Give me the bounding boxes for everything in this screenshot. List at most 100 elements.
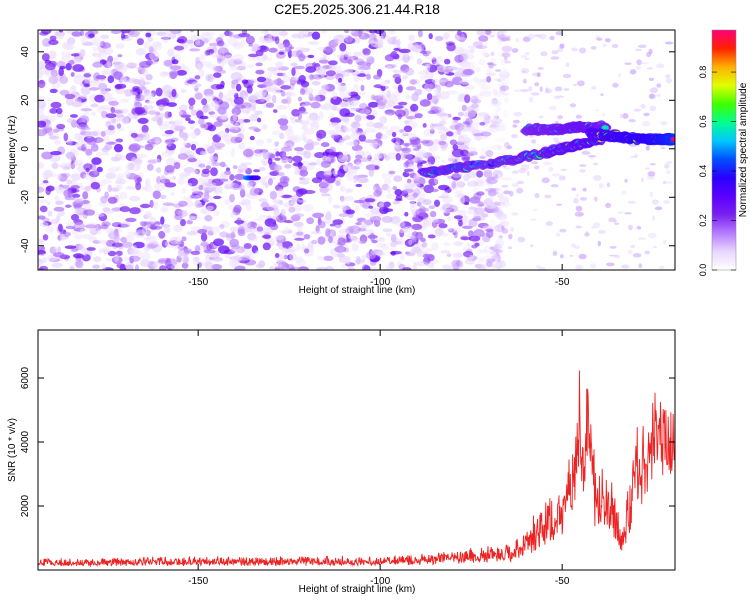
heatmap-cell xyxy=(69,85,77,95)
heatmap-cell xyxy=(502,92,510,96)
heatmap-cell xyxy=(56,172,62,180)
heatmap-cell xyxy=(371,110,378,117)
heatmap-cell xyxy=(370,41,383,48)
heatmap-cell xyxy=(139,259,151,268)
heatmap-cell xyxy=(227,36,238,46)
heatmap-cell xyxy=(307,241,314,249)
heatmap-cell xyxy=(346,188,353,192)
heatmap-cell xyxy=(390,251,397,256)
heatmap-cell xyxy=(155,167,162,174)
heatmap-cell xyxy=(595,109,599,112)
heatmap-cell xyxy=(360,84,365,92)
heatmap-cell xyxy=(84,78,93,84)
heatmap-cell xyxy=(606,182,610,188)
heatmap-cell xyxy=(459,53,469,61)
heatmap-cell xyxy=(224,253,231,259)
heatmap-cell xyxy=(113,71,123,80)
heatmap-cell xyxy=(479,155,486,159)
heatmap-cell xyxy=(125,234,135,242)
heatmap-cell xyxy=(598,229,606,234)
heatmap-cell xyxy=(459,79,471,85)
heatmap-cell xyxy=(329,223,336,227)
heatmap-cell xyxy=(219,224,225,229)
heatmap-cell xyxy=(282,152,287,160)
heatmap-cell xyxy=(294,213,305,218)
heatmap-cell xyxy=(279,175,290,184)
heatmap-cell xyxy=(417,30,423,38)
heatmap-cell xyxy=(355,204,360,213)
heatmap-cell xyxy=(100,130,106,137)
heatmap-cell xyxy=(215,54,223,59)
heatmap-cell xyxy=(498,235,504,239)
heatmap-cell xyxy=(183,248,192,253)
heatmap-cell xyxy=(624,178,628,183)
heatmap-cell xyxy=(213,195,222,200)
heatmap-cell xyxy=(65,96,74,106)
heatmap-cell xyxy=(121,116,129,125)
heatmap-cell xyxy=(411,223,423,230)
heatmap-cell xyxy=(421,241,428,248)
heatmap-cell xyxy=(627,200,636,204)
heatmap-cell xyxy=(200,232,208,242)
heatmap-cell xyxy=(68,59,75,65)
heatmap-cell xyxy=(228,66,241,71)
heatmap-cell xyxy=(127,77,138,84)
heatmap-cell xyxy=(636,59,642,66)
heatmap-cell xyxy=(350,121,361,129)
heatmap-cell xyxy=(414,110,419,115)
heatmap-cell xyxy=(228,31,234,38)
heatmap-cell xyxy=(91,36,101,45)
heatmap-cell xyxy=(45,186,51,196)
heatmap-cell xyxy=(552,250,558,256)
heatmap-cell xyxy=(280,208,286,217)
heatmap-cell xyxy=(229,174,235,181)
heatmap-cell xyxy=(41,171,53,179)
heatmap-cell xyxy=(293,221,304,227)
heatmap-cell xyxy=(330,117,342,124)
heatmap-cell xyxy=(339,89,351,98)
heatmap-cell xyxy=(53,206,65,212)
heatmap-cell xyxy=(549,106,557,111)
heatmap-cell xyxy=(207,124,217,132)
heatmap-cell xyxy=(500,37,510,42)
heatmap-cell xyxy=(276,260,286,265)
colorbar-tick-label: 0.4 xyxy=(698,165,708,178)
heatmap-cell xyxy=(101,263,106,270)
heatmap-cell xyxy=(39,205,48,213)
heatmap-cell xyxy=(229,193,235,203)
heatmap-cell xyxy=(92,52,102,58)
heatmap-cell xyxy=(230,136,240,144)
heatmap-cell xyxy=(472,187,479,193)
heatmap-cell xyxy=(624,62,632,65)
heatmap-cell xyxy=(66,221,74,230)
heatmap-cell xyxy=(56,107,63,115)
heatmap-cell xyxy=(379,153,388,159)
heatmap-cell xyxy=(70,114,78,118)
heatmap-cell xyxy=(609,246,617,249)
y-tick-label: -40 xyxy=(20,238,31,253)
heatmap-cell xyxy=(478,257,483,264)
heatmap-cell xyxy=(158,230,166,239)
heatmap-cell xyxy=(594,196,598,202)
heatmap-cell xyxy=(493,78,506,82)
heatmap-cell xyxy=(264,30,269,37)
heatmap-cell xyxy=(365,251,377,260)
heatmap-cell xyxy=(501,45,513,52)
heatmap-cell xyxy=(422,139,434,147)
heatmap-cell xyxy=(318,59,330,64)
heatmap-cell xyxy=(90,103,99,108)
heatmap-cell xyxy=(115,177,123,185)
heatmap-cell xyxy=(440,250,451,254)
heatmap-cell xyxy=(133,113,138,120)
heatmap-cell xyxy=(516,180,525,185)
heatmap-cell xyxy=(115,138,124,143)
heatmap-cell xyxy=(69,265,75,270)
heatmap-cell xyxy=(500,85,509,91)
heatmap-cell xyxy=(149,199,154,208)
heatmap-cell xyxy=(181,188,186,194)
heatmap-cell xyxy=(105,227,115,234)
heatmap-cell xyxy=(366,114,375,120)
colorbar-tick-label: 0.6 xyxy=(698,115,708,128)
heatmap-cell xyxy=(95,151,108,157)
